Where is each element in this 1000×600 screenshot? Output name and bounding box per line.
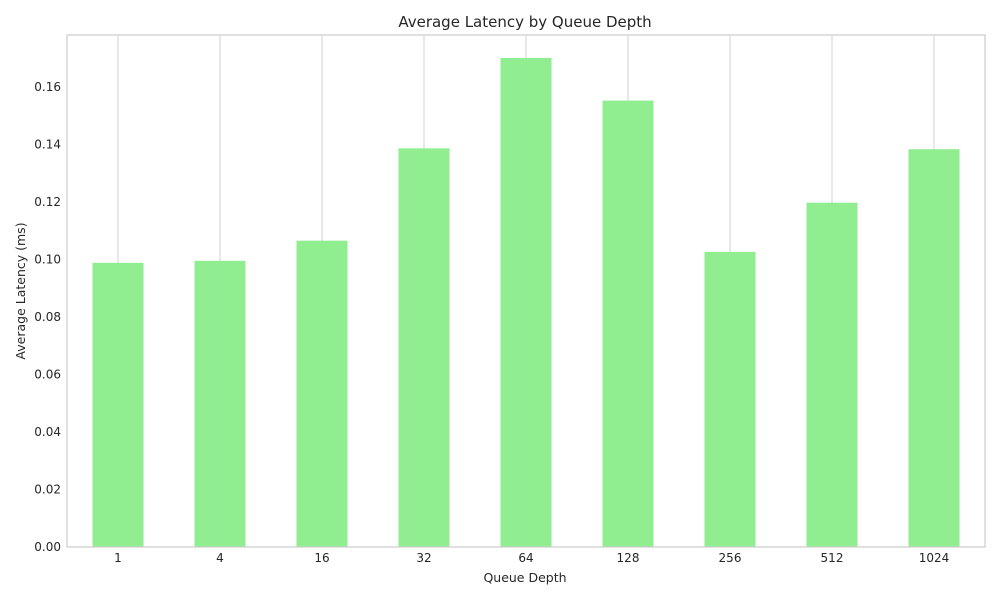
y-tick-label: 0.04 [34,425,61,439]
y-tick-label: 0.06 [34,367,61,381]
bar-4 [194,260,246,547]
x-tick-label-32: 32 [416,551,431,565]
bar-256 [704,251,756,547]
x-tick-label-64: 64 [518,551,533,565]
y-axis-label: Average Latency (ms) [13,222,28,359]
y-tick-label: 0.14 [34,137,61,151]
x-tick-label-1024: 1024 [919,551,950,565]
y-tick-label: 0.12 [34,195,61,209]
x-tick-label-16: 16 [314,551,329,565]
x-tick-label-128: 128 [617,551,640,565]
y-tick-labels: 0.00 0.02 0.04 0.06 0.08 0.10 0.12 0.14 0.16 [34,80,61,554]
y-tick-label: 0.00 [34,540,61,554]
bar-128 [602,100,654,547]
x-tick-label-256: 256 [719,551,742,565]
x-tick-label-1: 1 [114,551,122,565]
bar-32 [398,148,450,548]
y-tick-label: 0.02 [34,482,61,496]
bar-1024 [908,149,960,548]
bar-1 [92,262,144,547]
x-tick-labels: 1 4 16 32 64 128 256 512 1024 [114,551,949,565]
y-tick-label: 0.16 [34,80,61,94]
x-axis-label: Queue Depth [483,570,566,585]
chart-title: Average Latency by Queue Depth [398,13,651,31]
plot-frame [66,34,986,548]
bar-64 [500,58,552,548]
bar-512 [806,202,858,547]
x-tick-label-512: 512 [821,551,844,565]
y-tick-label: 0.10 [34,252,61,266]
x-tick-label-4: 4 [216,551,224,565]
bar-16 [296,240,348,548]
bars [92,58,960,548]
y-tick-label: 0.08 [34,310,61,324]
